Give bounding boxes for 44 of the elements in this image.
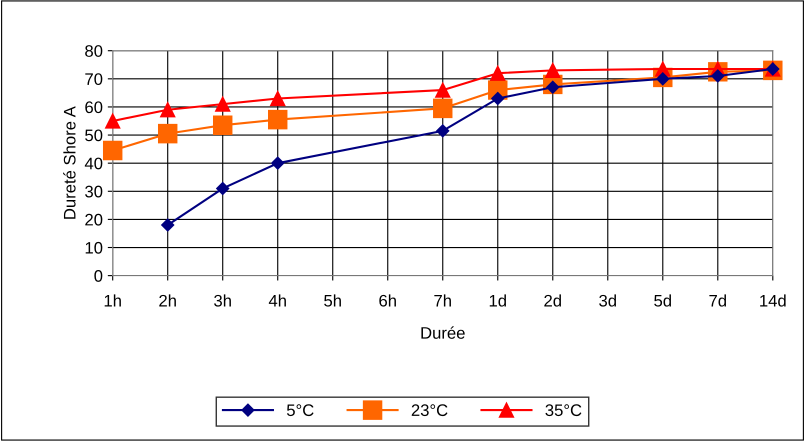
point <box>216 182 230 196</box>
x-tick-label: 7h <box>434 294 451 306</box>
x-tick-label: 14d <box>760 294 786 307</box>
point <box>158 124 178 144</box>
point <box>436 124 450 138</box>
y-tick-label: 0 <box>94 270 102 282</box>
point <box>102 140 122 160</box>
x-tick-label: 6h <box>379 294 396 307</box>
y-tick-label: 40 <box>84 158 102 170</box>
y-axis-title: Dureté Shore A <box>63 106 76 219</box>
point <box>270 90 286 106</box>
x-tick-label: 2d <box>544 294 561 307</box>
point <box>490 66 506 81</box>
point <box>212 115 232 135</box>
point <box>215 96 230 112</box>
point <box>105 113 120 129</box>
x-axis-title: Durée <box>421 326 465 339</box>
x-tick-label: 3h <box>214 294 231 307</box>
y-tick-label: 70 <box>85 73 102 86</box>
y-tick-label: 80 <box>85 45 102 57</box>
y-tick-label: 10 <box>86 242 102 254</box>
x-tick-label: 5h <box>324 294 341 307</box>
x-tick-label: 2h <box>159 294 176 306</box>
x-tick-label: 5d <box>654 294 671 307</box>
point <box>160 102 176 118</box>
legend-label: 5°C <box>286 404 314 416</box>
point <box>435 82 450 98</box>
y-tick-label: 20 <box>85 214 102 226</box>
point <box>161 218 174 232</box>
legend-label: 35°C <box>545 404 582 416</box>
point <box>271 156 284 170</box>
y-tick-label: 50 <box>85 129 102 142</box>
x-tick-label: 3d <box>599 294 616 307</box>
x-tick-label: 4h <box>268 294 286 306</box>
point <box>433 98 452 118</box>
point <box>491 92 504 106</box>
y-tick-label: 30 <box>85 186 102 198</box>
point <box>268 110 288 130</box>
point <box>545 62 560 78</box>
y-tick-label: 60 <box>85 101 102 114</box>
x-tick-label: 1d <box>490 294 506 307</box>
legend-label: 23°C <box>412 404 448 416</box>
x-tick-label: 7d <box>709 294 726 307</box>
x-tick-label: 1h <box>104 294 121 306</box>
